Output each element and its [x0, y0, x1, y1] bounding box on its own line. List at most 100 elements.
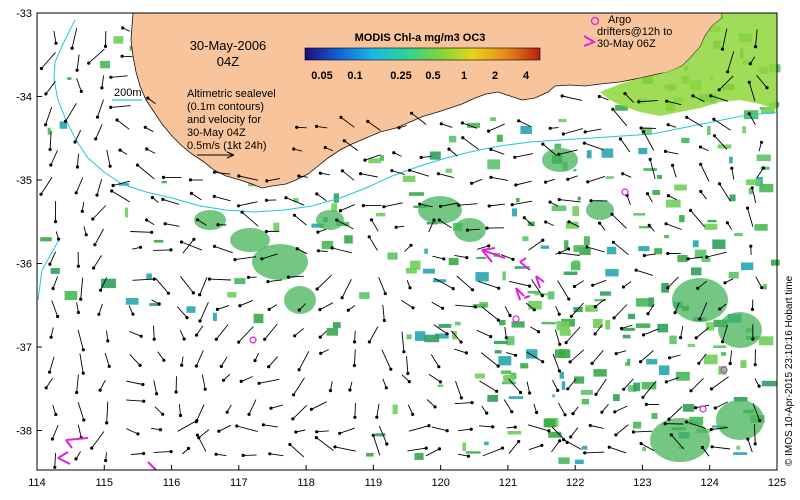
velocity-vector [663, 149, 679, 155]
velocity-vector [667, 406, 683, 421]
chlorophyll-patch [654, 248, 663, 255]
velocity-vector [115, 118, 130, 130]
chlorophyll-patch [771, 259, 780, 266]
chlorophyll-patch [581, 398, 589, 405]
velocity-vector [697, 353, 707, 365]
velocity-vector [295, 247, 308, 255]
velocity-vector [342, 139, 359, 151]
velocity-vector [457, 427, 473, 432]
chlorophyll-patch [574, 376, 585, 384]
velocity-vector [401, 331, 406, 354]
velocity-vector [194, 404, 205, 424]
chlorophyll-patch [472, 304, 487, 308]
velocity-vector [353, 402, 357, 419]
chlorophyll-patch [284, 286, 316, 314]
velocity-vector [284, 196, 305, 206]
velocity-vector [48, 251, 57, 266]
velocity-vector [95, 99, 104, 119]
chlorophyll-patch [402, 175, 416, 182]
chlorophyll-patch [621, 327, 635, 331]
chlorophyll-patch [366, 452, 374, 457]
velocity-vector [455, 381, 463, 400]
chlorophyll-patch [728, 271, 739, 279]
velocity-vector [295, 125, 307, 129]
velocity-vector [508, 378, 523, 395]
chlorophyll-patch [493, 340, 508, 345]
velocity-vector [106, 149, 112, 168]
chlorophyll-patch [763, 284, 767, 290]
chlorophyll-patch [487, 394, 499, 402]
chlorophyll-patch [424, 248, 428, 254]
velocity-vector [92, 255, 102, 270]
velocity-vector [451, 330, 463, 344]
velocity-vector [267, 356, 279, 369]
velocity-vector [588, 423, 604, 429]
chlorophyll-patch [674, 184, 687, 191]
chlorophyll-patch [429, 151, 441, 160]
velocity-vector [694, 327, 710, 340]
chlorophyll-patch [408, 192, 424, 196]
velocity-vector [614, 350, 627, 356]
velocity-vector [753, 423, 757, 446]
velocity-vector [100, 75, 105, 90]
velocity-vector [665, 99, 682, 106]
velocity-vector [87, 48, 105, 65]
velocity-vector [508, 280, 532, 288]
chlorophyll-patch [657, 323, 669, 333]
velocity-vector [583, 451, 605, 455]
reference-arrow [197, 151, 235, 159]
velocity-vector [589, 199, 608, 203]
velocity-vector [544, 220, 554, 226]
velocity-vector [756, 166, 766, 178]
velocity-vector [79, 277, 84, 301]
velocity-vector [748, 56, 756, 66]
velocity-vector [504, 327, 508, 340]
chlorophyll-patch [704, 354, 718, 365]
chlorophyll-patch [418, 196, 462, 224]
velocity-vector [261, 423, 278, 428]
altimetry-legend-line: 0.5m/s (1kt 24h) [187, 140, 266, 152]
chlorophyll-patch [628, 385, 637, 392]
velocity-vector [44, 106, 53, 127]
velocity-vector [673, 302, 680, 315]
velocity-vector [723, 278, 734, 285]
argo-legend-line: Argo [608, 14, 631, 26]
chlorophyll-patch [253, 313, 264, 324]
velocity-vector [146, 96, 156, 105]
colorbar-tick-label: 4 [523, 70, 530, 82]
velocity-vector [598, 221, 606, 231]
velocity-vector [70, 27, 78, 50]
chlorophyll-patch [605, 176, 614, 179]
velocity-vector [561, 128, 584, 136]
velocity-vector [318, 330, 327, 339]
chlorophyll-patch [552, 394, 556, 398]
velocity-vector [406, 356, 410, 376]
chlorophyll-patch [474, 373, 485, 379]
chlorophyll-patch [713, 345, 727, 348]
chlorophyll-patch [650, 418, 710, 462]
velocity-vector [501, 254, 515, 261]
argo-marker [249, 336, 257, 344]
colorbar-tick-label: 2 [492, 70, 498, 82]
chlorophyll-patch [665, 199, 681, 208]
velocity-vector [132, 245, 143, 250]
isobath-legend-label: 200m [114, 87, 142, 99]
velocity-vector [152, 325, 156, 341]
chlorophyll-patch [516, 198, 520, 203]
coastal-chlorophyll [600, 13, 777, 116]
velocity-vector [582, 141, 604, 151]
argo-track-arrow [535, 275, 545, 289]
chlorophyll-patch [422, 268, 435, 274]
velocity-vector [378, 425, 389, 446]
velocity-vector [53, 453, 57, 469]
velocity-vector [666, 251, 681, 256]
chlorophyll-patch [635, 298, 650, 307]
velocity-vector [79, 353, 85, 375]
velocity-vector [634, 268, 654, 276]
velocity-vector [745, 206, 754, 227]
velocity-vector [180, 276, 195, 295]
velocity-vector [696, 280, 708, 290]
chlorophyll-patch [445, 168, 453, 173]
argo-track-arrow [481, 247, 506, 263]
velocity-vector [555, 306, 561, 316]
